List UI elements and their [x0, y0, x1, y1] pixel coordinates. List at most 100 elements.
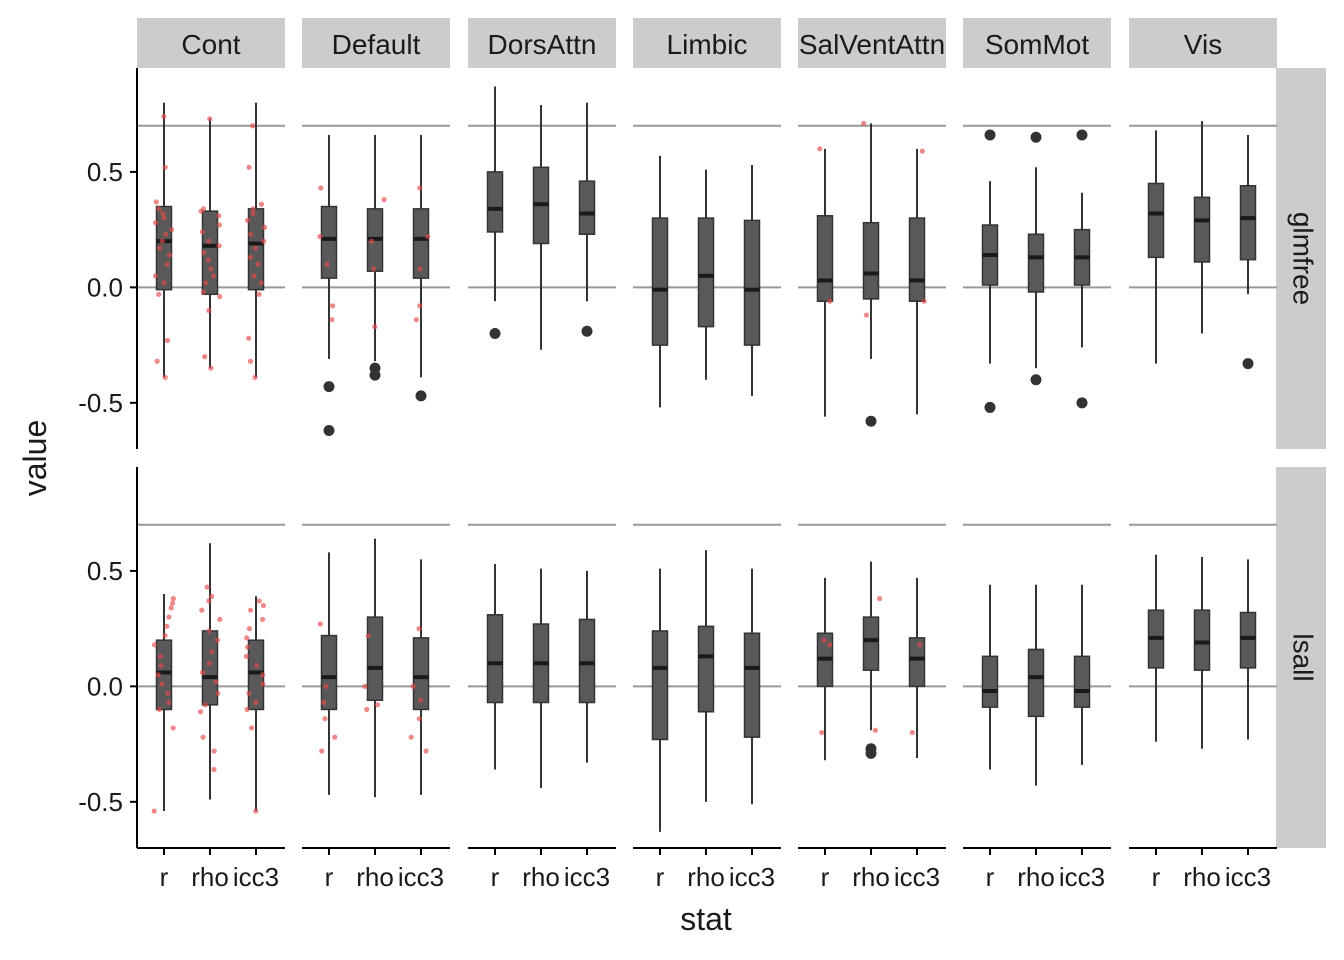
row-strip-lsall [1276, 467, 1326, 848]
jitter-point [244, 706, 250, 713]
jitter-point [827, 642, 833, 648]
jitter-point [203, 280, 209, 286]
x-tick-label: r [821, 862, 830, 892]
jitter-point [260, 681, 266, 687]
outlier-point [489, 328, 501, 340]
facet-panels [137, 86, 1277, 832]
boxplot-lsall-salventattn-rho [862, 561, 883, 759]
box [743, 219, 761, 346]
row-strip-glmfree [1276, 68, 1326, 449]
jitter-point [323, 683, 329, 689]
jitter-point [209, 649, 215, 655]
jitter-point [255, 261, 261, 267]
jitter-point [321, 699, 327, 706]
facet-strip-sommot [963, 18, 1111, 68]
box [578, 180, 596, 236]
jitter-point [170, 596, 176, 602]
jitter-point [216, 222, 222, 228]
facet-strip-dorsattn [468, 18, 616, 68]
box [697, 625, 715, 713]
jitter-point [157, 245, 163, 251]
jitter-point [199, 669, 206, 676]
jitter-point [200, 734, 206, 740]
box [320, 205, 338, 279]
boxplot-glmfree-vis-r [1147, 130, 1165, 364]
jitter-point [208, 266, 214, 272]
box [1027, 648, 1045, 718]
boxplot-glmfree-limbic-r [651, 155, 669, 408]
jitter-point [246, 164, 252, 170]
jitter-point [162, 164, 168, 170]
x-tick-label: icc3 [564, 862, 610, 892]
jitter-point [206, 598, 212, 604]
facet-label-vis: Vis [1184, 29, 1222, 60]
jitter-point [161, 215, 167, 221]
jitter-point [919, 148, 925, 154]
jitter-point [252, 374, 258, 381]
jitter-point [319, 748, 325, 754]
jitter-point [317, 621, 323, 627]
x-axis-title: stat [680, 901, 732, 937]
jitter-point [416, 626, 422, 632]
boxplot-glmfree-sommot-icc3 [1073, 129, 1091, 409]
outlier-point [1242, 358, 1254, 370]
jitter-point [160, 210, 166, 217]
boxplot-lsall-salventattn-r [816, 577, 834, 761]
boxplot-glmfree-limbic-icc3 [743, 164, 761, 396]
boxplot-lsall-cont-rho [197, 543, 223, 800]
outlier-point [369, 369, 381, 381]
x-tick-label: r [1152, 862, 1161, 892]
outlier-point [415, 390, 427, 402]
jitter-point [213, 679, 219, 685]
jitter-point [209, 593, 215, 599]
jitter-point [861, 120, 867, 127]
x-tick-label: icc3 [1059, 862, 1105, 892]
jitter-point [362, 683, 368, 689]
jitter-point [246, 690, 252, 696]
jitter-point [152, 220, 159, 226]
boxplot-glmfree-salventattn-icc3 [908, 148, 927, 415]
jitter-point [250, 123, 256, 129]
jitter-point [256, 291, 262, 297]
outlier-point [1076, 397, 1088, 409]
jitter-point [158, 662, 164, 669]
jitter-point [166, 699, 172, 706]
jitter-point [909, 729, 915, 736]
box [697, 217, 715, 328]
box [908, 637, 926, 688]
jitter-point [165, 690, 171, 696]
jitter-point [258, 280, 264, 286]
box [1073, 655, 1091, 708]
jitter-point [322, 716, 328, 722]
y-tick-label: 0.0 [87, 671, 123, 701]
jitter-point [261, 224, 268, 230]
jitter-point [251, 273, 257, 279]
jitter-point [207, 116, 213, 122]
outlier-point [581, 325, 593, 337]
boxplot-lsall-salventattn-icc3 [908, 577, 926, 758]
box [862, 221, 880, 300]
outlier-point [1030, 374, 1042, 386]
jitter-point [201, 250, 207, 256]
jitter-point [332, 734, 338, 740]
boxplot-glmfree-vis-rho [1193, 121, 1211, 334]
box [908, 217, 926, 302]
jitter-point [169, 600, 176, 606]
jitter-point [243, 653, 250, 659]
jitter-point [364, 706, 370, 713]
jitter-point [217, 294, 223, 300]
jitter-point [365, 632, 371, 639]
boxplot-lsall-default-icc3 [408, 559, 430, 795]
boxplot-glmfree-salventattn-rho [861, 120, 880, 427]
facet-label-default: Default [332, 29, 421, 60]
jitter-point [161, 113, 167, 120]
x-tick-label: rho [852, 862, 890, 892]
jitter-point [170, 725, 176, 731]
box [201, 630, 219, 706]
boxplot-glmfree-salventattn-r [816, 146, 834, 417]
jitter-point [161, 280, 167, 286]
jitter-point [317, 233, 323, 240]
jitter-point [199, 229, 206, 235]
box [486, 171, 504, 233]
jitter-point [261, 238, 267, 244]
